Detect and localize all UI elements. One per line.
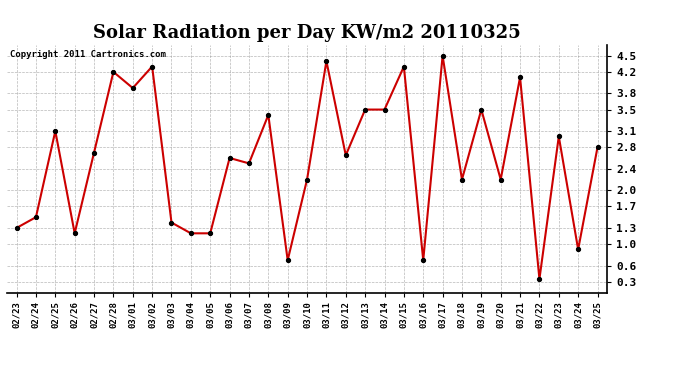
Title: Solar Radiation per Day KW/m2 20110325: Solar Radiation per Day KW/m2 20110325 [93, 24, 521, 42]
Text: Copyright 2011 Cartronics.com: Copyright 2011 Cartronics.com [10, 50, 166, 59]
